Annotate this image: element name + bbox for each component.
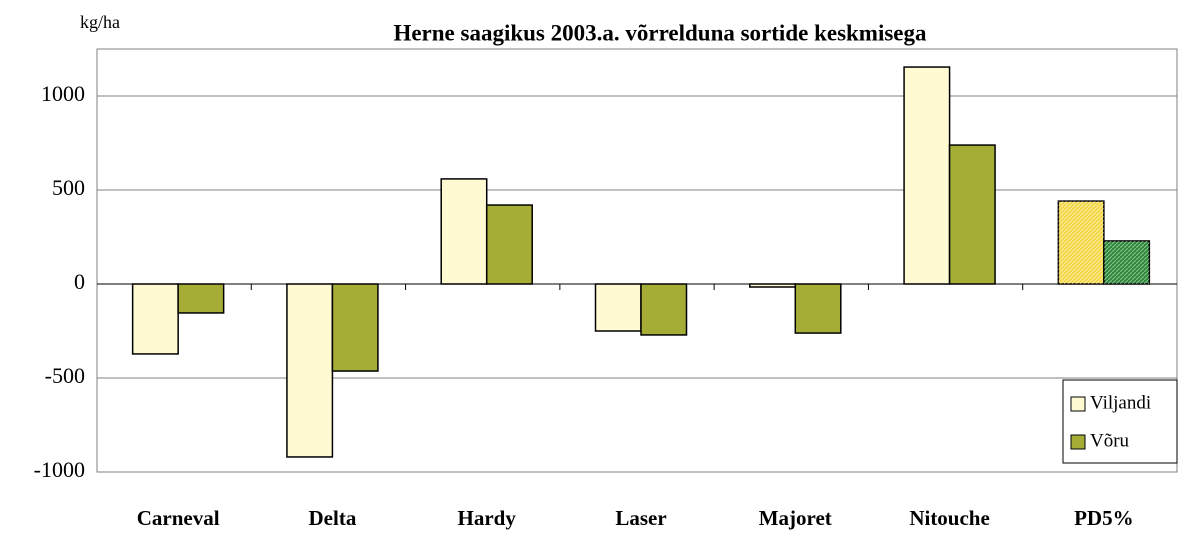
legend-swatch <box>1070 396 1086 412</box>
y-tick-label: 0 <box>74 269 85 294</box>
y-tick-label: 500 <box>52 175 85 200</box>
y-tick-label: 1000 <box>41 81 85 106</box>
bar <box>286 283 334 458</box>
x-tick-label: Majoret <box>759 506 832 530</box>
chart-title: Herne saagikus 2003.a. võrrelduna sortid… <box>393 20 927 45</box>
x-tick-label: Hardy <box>458 506 517 530</box>
x-tick-label: Laser <box>615 506 666 530</box>
bar <box>903 66 951 285</box>
x-tick-label: Delta <box>309 506 357 530</box>
plot-border <box>96 48 1178 473</box>
bar <box>485 204 533 285</box>
x-tick-label: Carneval <box>137 506 220 530</box>
legend-label: Viljandi <box>1090 392 1151 413</box>
y-tick-label: -500 <box>45 363 85 388</box>
bar <box>177 283 225 314</box>
bar <box>440 178 488 285</box>
x-tick-label: Nitouche <box>909 506 990 530</box>
bar <box>749 283 797 288</box>
bar <box>594 283 642 332</box>
bar <box>131 283 179 355</box>
bar <box>794 283 842 334</box>
bar <box>640 283 688 336</box>
bar <box>948 144 996 285</box>
bar <box>331 283 379 372</box>
bar-pattern <box>1058 201 1104 284</box>
x-tick-label: PD5% <box>1074 506 1134 530</box>
legend-swatch <box>1070 434 1086 450</box>
legend-label: Võru <box>1090 430 1130 451</box>
y-tick-label: -1000 <box>34 457 85 482</box>
y-unit: kg/ha <box>80 12 120 32</box>
bar-pattern <box>1103 240 1150 284</box>
